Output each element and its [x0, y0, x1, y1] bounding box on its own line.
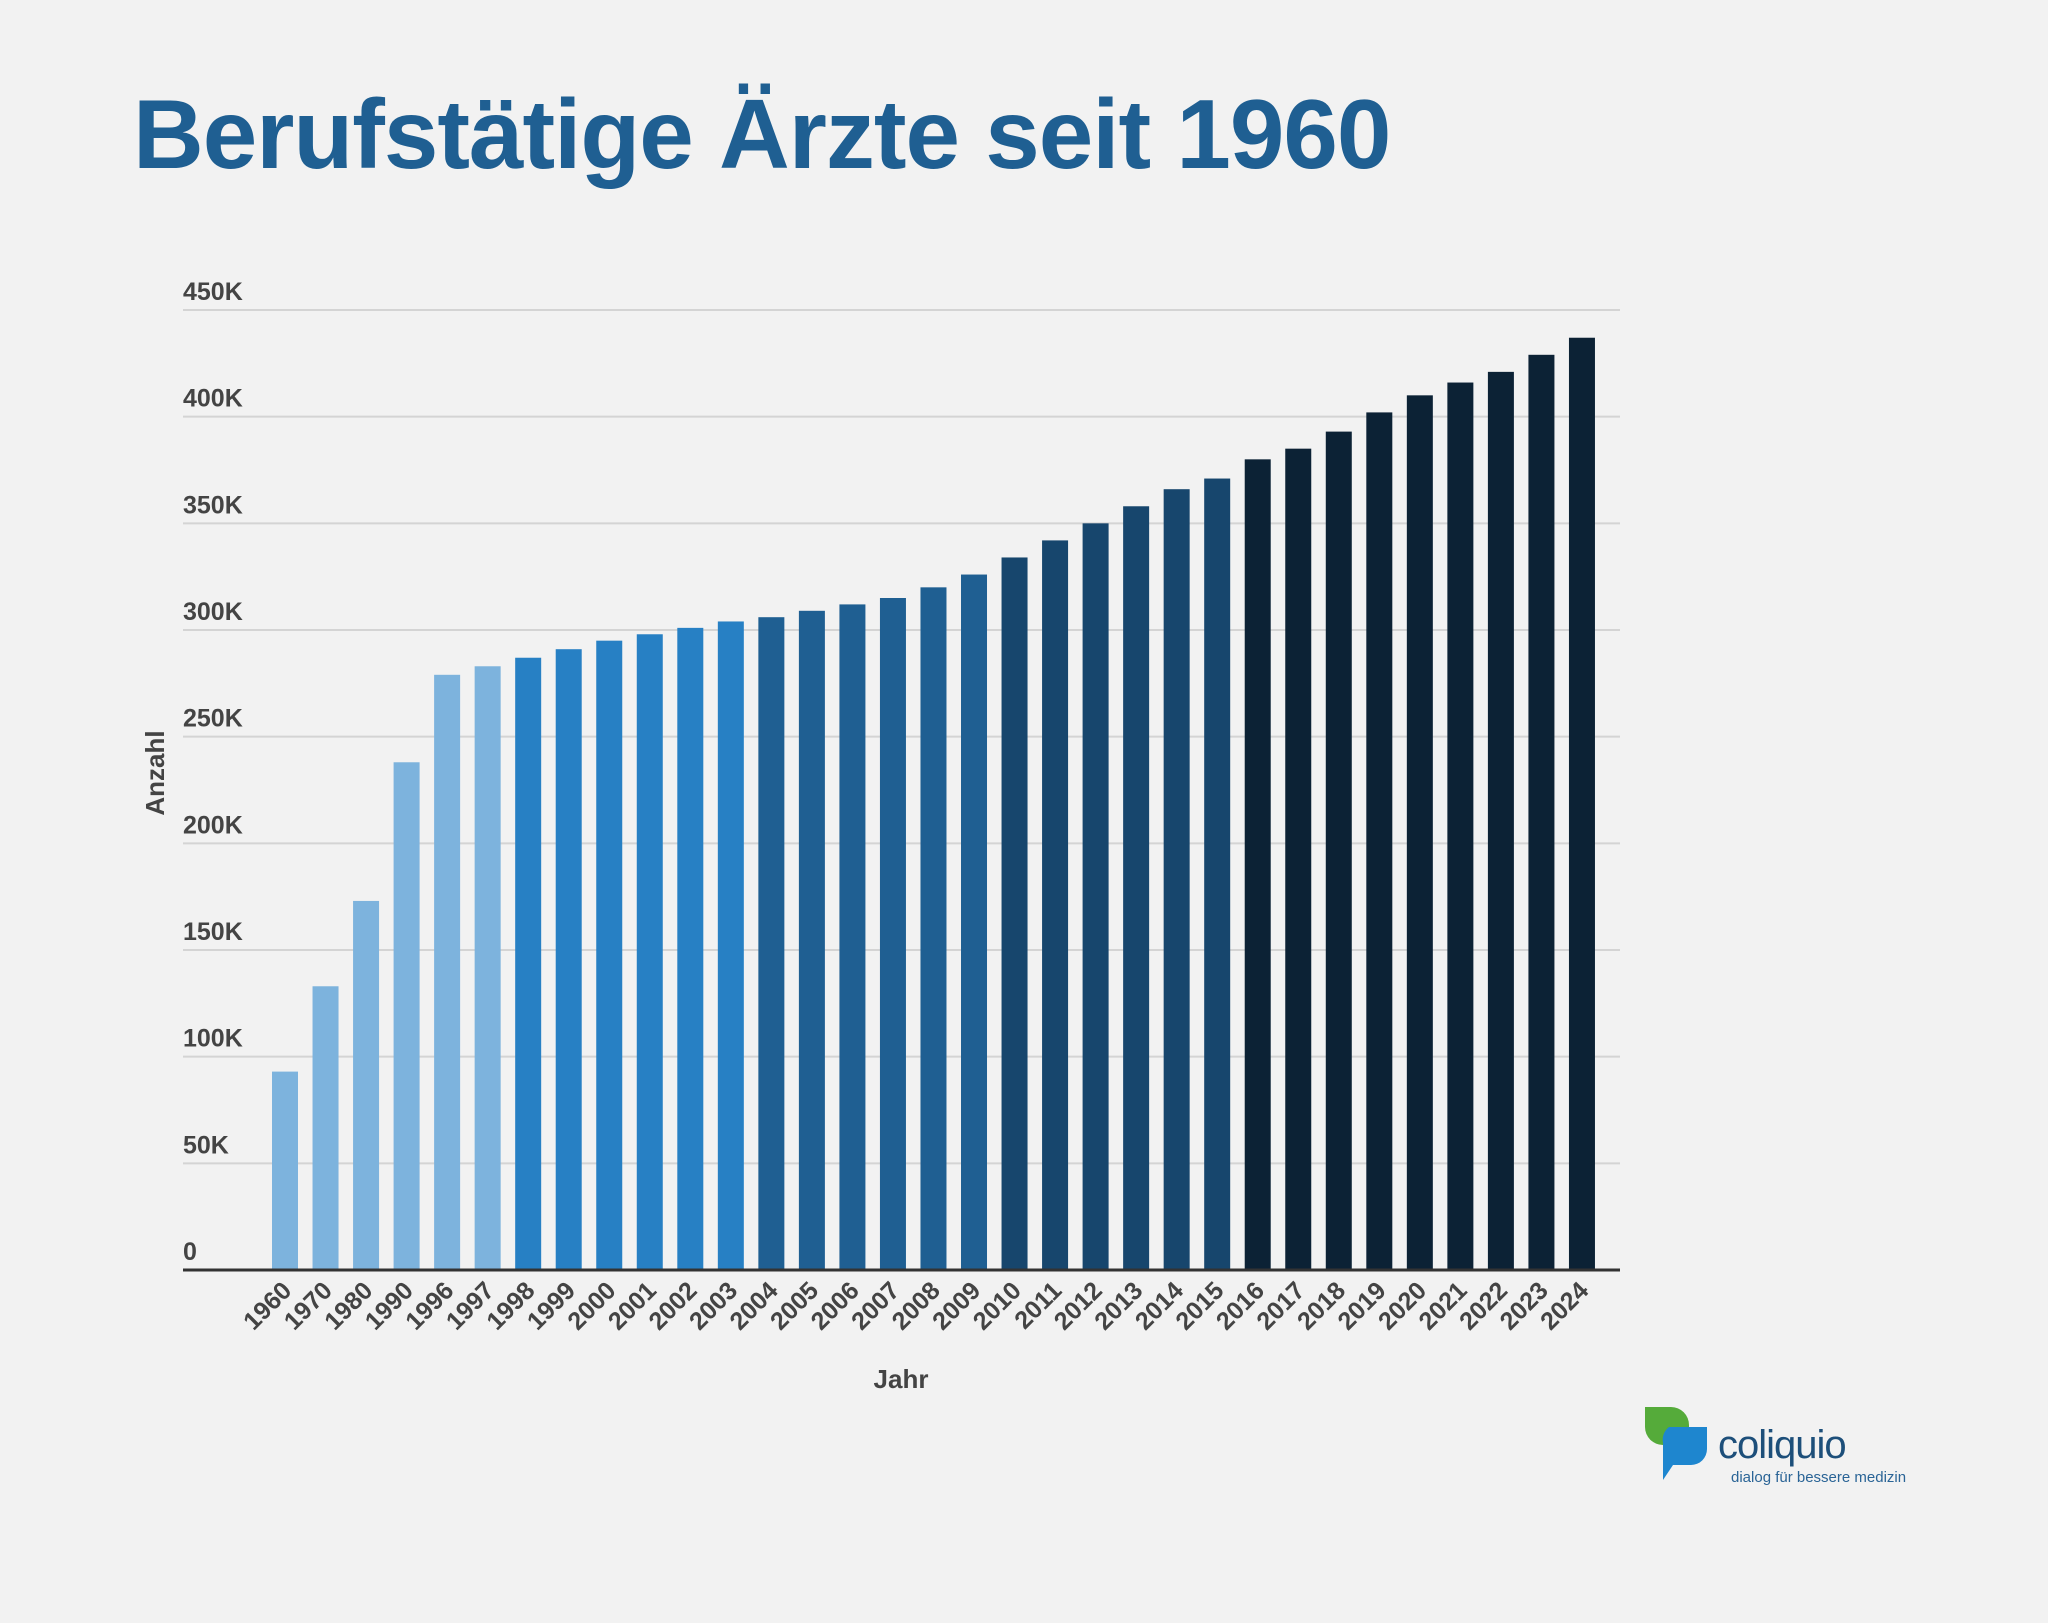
y-axis-label: Anzahl — [140, 730, 170, 815]
bar-2018 — [1325, 431, 1352, 1271]
bar-2012 — [1082, 523, 1109, 1270]
logo-tagline: dialog für bessere medizin — [1731, 1469, 1907, 1486]
bar-1980 — [353, 900, 380, 1270]
chart-title: Berufstätige Ärzte seit 1960 — [133, 79, 1391, 189]
y-tick-labels: 0 50K 100K 150K 200K 250K 300K 350K 400K 450K — [183, 278, 243, 1266]
bar-1996 — [434, 674, 461, 1270]
bar-2006 — [839, 604, 866, 1270]
bar-2015 — [1204, 478, 1231, 1270]
coliquio-logo: coliquio dialog für bessere medizin — [1643, 1405, 1943, 1495]
bar-2011 — [1042, 540, 1069, 1270]
logo-name: coliquio — [1718, 1423, 1847, 1467]
bar-2003 — [717, 621, 744, 1270]
bar-2005 — [798, 610, 825, 1270]
bar-2002 — [677, 627, 704, 1270]
bar-2019 — [1366, 412, 1393, 1270]
bar-2021 — [1447, 382, 1474, 1270]
bar-2009 — [961, 574, 988, 1270]
y-tick-label: 300K — [183, 598, 243, 626]
x-tick-labels: 1960197019801990199619971998199920002001… — [238, 1276, 1594, 1335]
bar-2001 — [636, 634, 663, 1270]
bar-1998 — [515, 657, 542, 1270]
y-tick-label: 400K — [183, 385, 243, 413]
bar-2008 — [920, 587, 947, 1270]
bar-1997 — [474, 666, 501, 1270]
bar-1999 — [555, 649, 582, 1270]
y-tick-label: 250K — [183, 705, 243, 733]
y-tick-label: 0 — [183, 1238, 197, 1266]
y-tick-label: 450K — [183, 278, 243, 306]
bar-2000 — [596, 640, 623, 1270]
x-axis-label: Jahr — [874, 1364, 929, 1394]
bar-1960 — [272, 1071, 298, 1270]
bar-2024 — [1568, 337, 1595, 1270]
y-tick-label: 350K — [183, 491, 243, 519]
bar-2007 — [879, 598, 906, 1270]
bar-1990 — [393, 762, 420, 1270]
bar-2016 — [1244, 459, 1271, 1270]
bar-2017 — [1285, 448, 1312, 1271]
bar-2010 — [1001, 557, 1028, 1270]
bar-2013 — [1123, 506, 1150, 1270]
bar-2020 — [1406, 395, 1433, 1270]
bar-2022 — [1487, 371, 1514, 1270]
bar-2023 — [1528, 354, 1555, 1270]
y-tick-label: 150K — [183, 918, 243, 946]
y-tick-label: 200K — [183, 811, 243, 839]
speech-bubble-icon — [1645, 1407, 1707, 1480]
bar-2014 — [1163, 489, 1190, 1270]
x-tick-label: 2024 — [1535, 1276, 1594, 1335]
y-tick-label: 100K — [183, 1025, 243, 1053]
bar-2004 — [758, 617, 785, 1270]
y-tick-label: 50K — [183, 1131, 229, 1159]
bars — [272, 337, 1595, 1271]
bar-1970 — [312, 986, 339, 1270]
